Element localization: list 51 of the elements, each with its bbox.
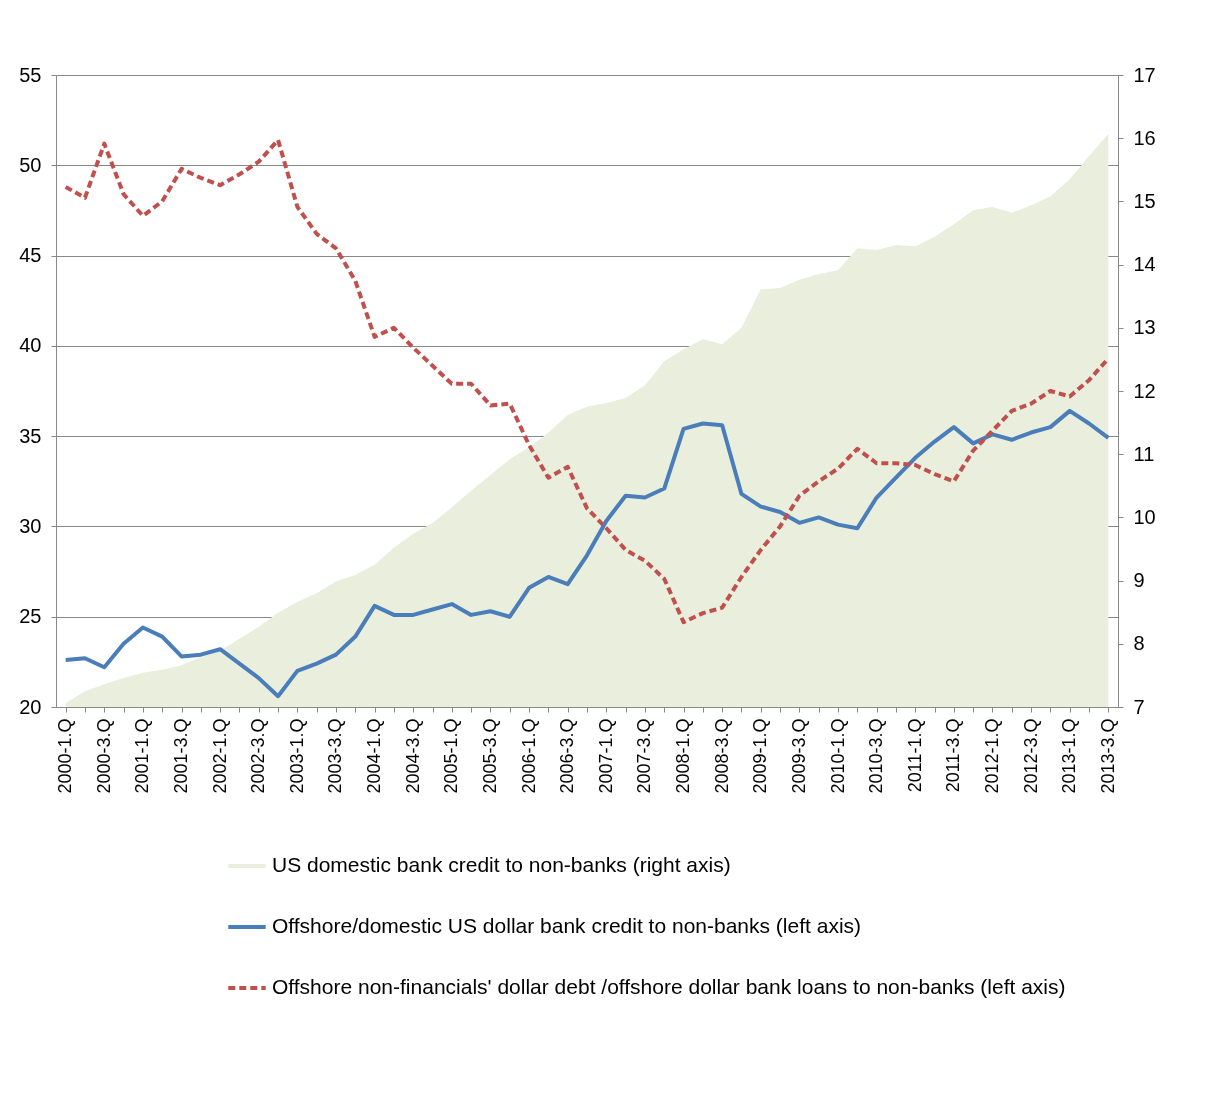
y2-tick-label: 9 bbox=[1133, 569, 1145, 592]
y2-tick-label: 12 bbox=[1133, 379, 1156, 402]
x-tick-label: 2007-1.Q bbox=[595, 718, 616, 794]
y-tick-label: 55 bbox=[19, 63, 42, 86]
x-tick-label: 2013-3.Q bbox=[1097, 718, 1118, 794]
x-tick-label: 2010-3.Q bbox=[866, 718, 887, 794]
y2-tick-label: 13 bbox=[1133, 316, 1156, 339]
x-tick-label: 2008-3.Q bbox=[711, 718, 732, 794]
x-tick-label: 2008-1.Q bbox=[673, 718, 694, 794]
x-tick-label: 2012-3.Q bbox=[1020, 718, 1041, 794]
x-tick-label: 2011-3.Q bbox=[943, 718, 964, 793]
x-tick-label: 2005-1.Q bbox=[441, 718, 462, 794]
x-tick-label: 2000-3.Q bbox=[93, 718, 114, 794]
x-tick-label: 2001-1.Q bbox=[132, 718, 153, 794]
x-tick-label: 2001-3.Q bbox=[171, 718, 192, 794]
y-tick-label: 40 bbox=[19, 334, 42, 357]
y-tick-label: 35 bbox=[19, 424, 42, 447]
y2-tick-label: 11 bbox=[1133, 442, 1155, 465]
y2-tick-label: 14 bbox=[1133, 253, 1156, 276]
legend-label: US domestic bank credit to non-banks (right axis) bbox=[272, 853, 731, 876]
y2-tick-label: 10 bbox=[1133, 505, 1156, 528]
x-tick-label: 2010-1.Q bbox=[827, 718, 848, 794]
y-tick-label: 45 bbox=[19, 244, 42, 267]
x-tick-label: 2009-1.Q bbox=[750, 718, 771, 794]
legend-label: Offshore/domestic US dollar bank credit to non-banks (left axis) bbox=[272, 914, 862, 937]
y-tick-label: 20 bbox=[19, 695, 42, 718]
y2-tick-label: 16 bbox=[1133, 126, 1156, 149]
x-tick-label: 2006-3.Q bbox=[557, 718, 578, 794]
y2-tick-label: 15 bbox=[1133, 189, 1156, 212]
x-tick-label: 2004-1.Q bbox=[364, 718, 385, 794]
line-series bbox=[63, 408, 1111, 699]
x-tick-label: 2004-3.Q bbox=[402, 718, 423, 794]
y-tick-label: 30 bbox=[19, 514, 42, 537]
x-tick-label: 2003-1.Q bbox=[286, 718, 307, 794]
y-tick-label: 25 bbox=[19, 605, 42, 628]
y-tick-label: 50 bbox=[19, 153, 42, 176]
x-tick-label: 2007-3.Q bbox=[634, 718, 655, 794]
x-tick-label: 2003-3.Q bbox=[325, 718, 346, 794]
legend-label: Offshore non-financials' dollar debt /offshore dollar bank loans to non-banks (left axis) bbox=[272, 975, 1066, 998]
x-tick-label: 2000-1.Q bbox=[55, 718, 76, 794]
y2-tick-label: 17 bbox=[1133, 63, 1156, 86]
x-tick-label: 2011-1.Q bbox=[904, 718, 925, 793]
y2-tick-label: 8 bbox=[1133, 632, 1145, 655]
x-tick-label: 2006-1.Q bbox=[518, 718, 539, 794]
x-tick-label: 2002-1.Q bbox=[209, 718, 230, 794]
y2-tick-label: 7 bbox=[1133, 695, 1145, 718]
x-tick-label: 2013-1.Q bbox=[1059, 718, 1080, 794]
x-tick-label: 2012-1.Q bbox=[981, 718, 1002, 794]
x-tick-label: 2002-3.Q bbox=[248, 718, 269, 794]
x-tick-label: 2005-3.Q bbox=[479, 718, 500, 794]
x-tick-label: 2009-3.Q bbox=[788, 718, 809, 794]
